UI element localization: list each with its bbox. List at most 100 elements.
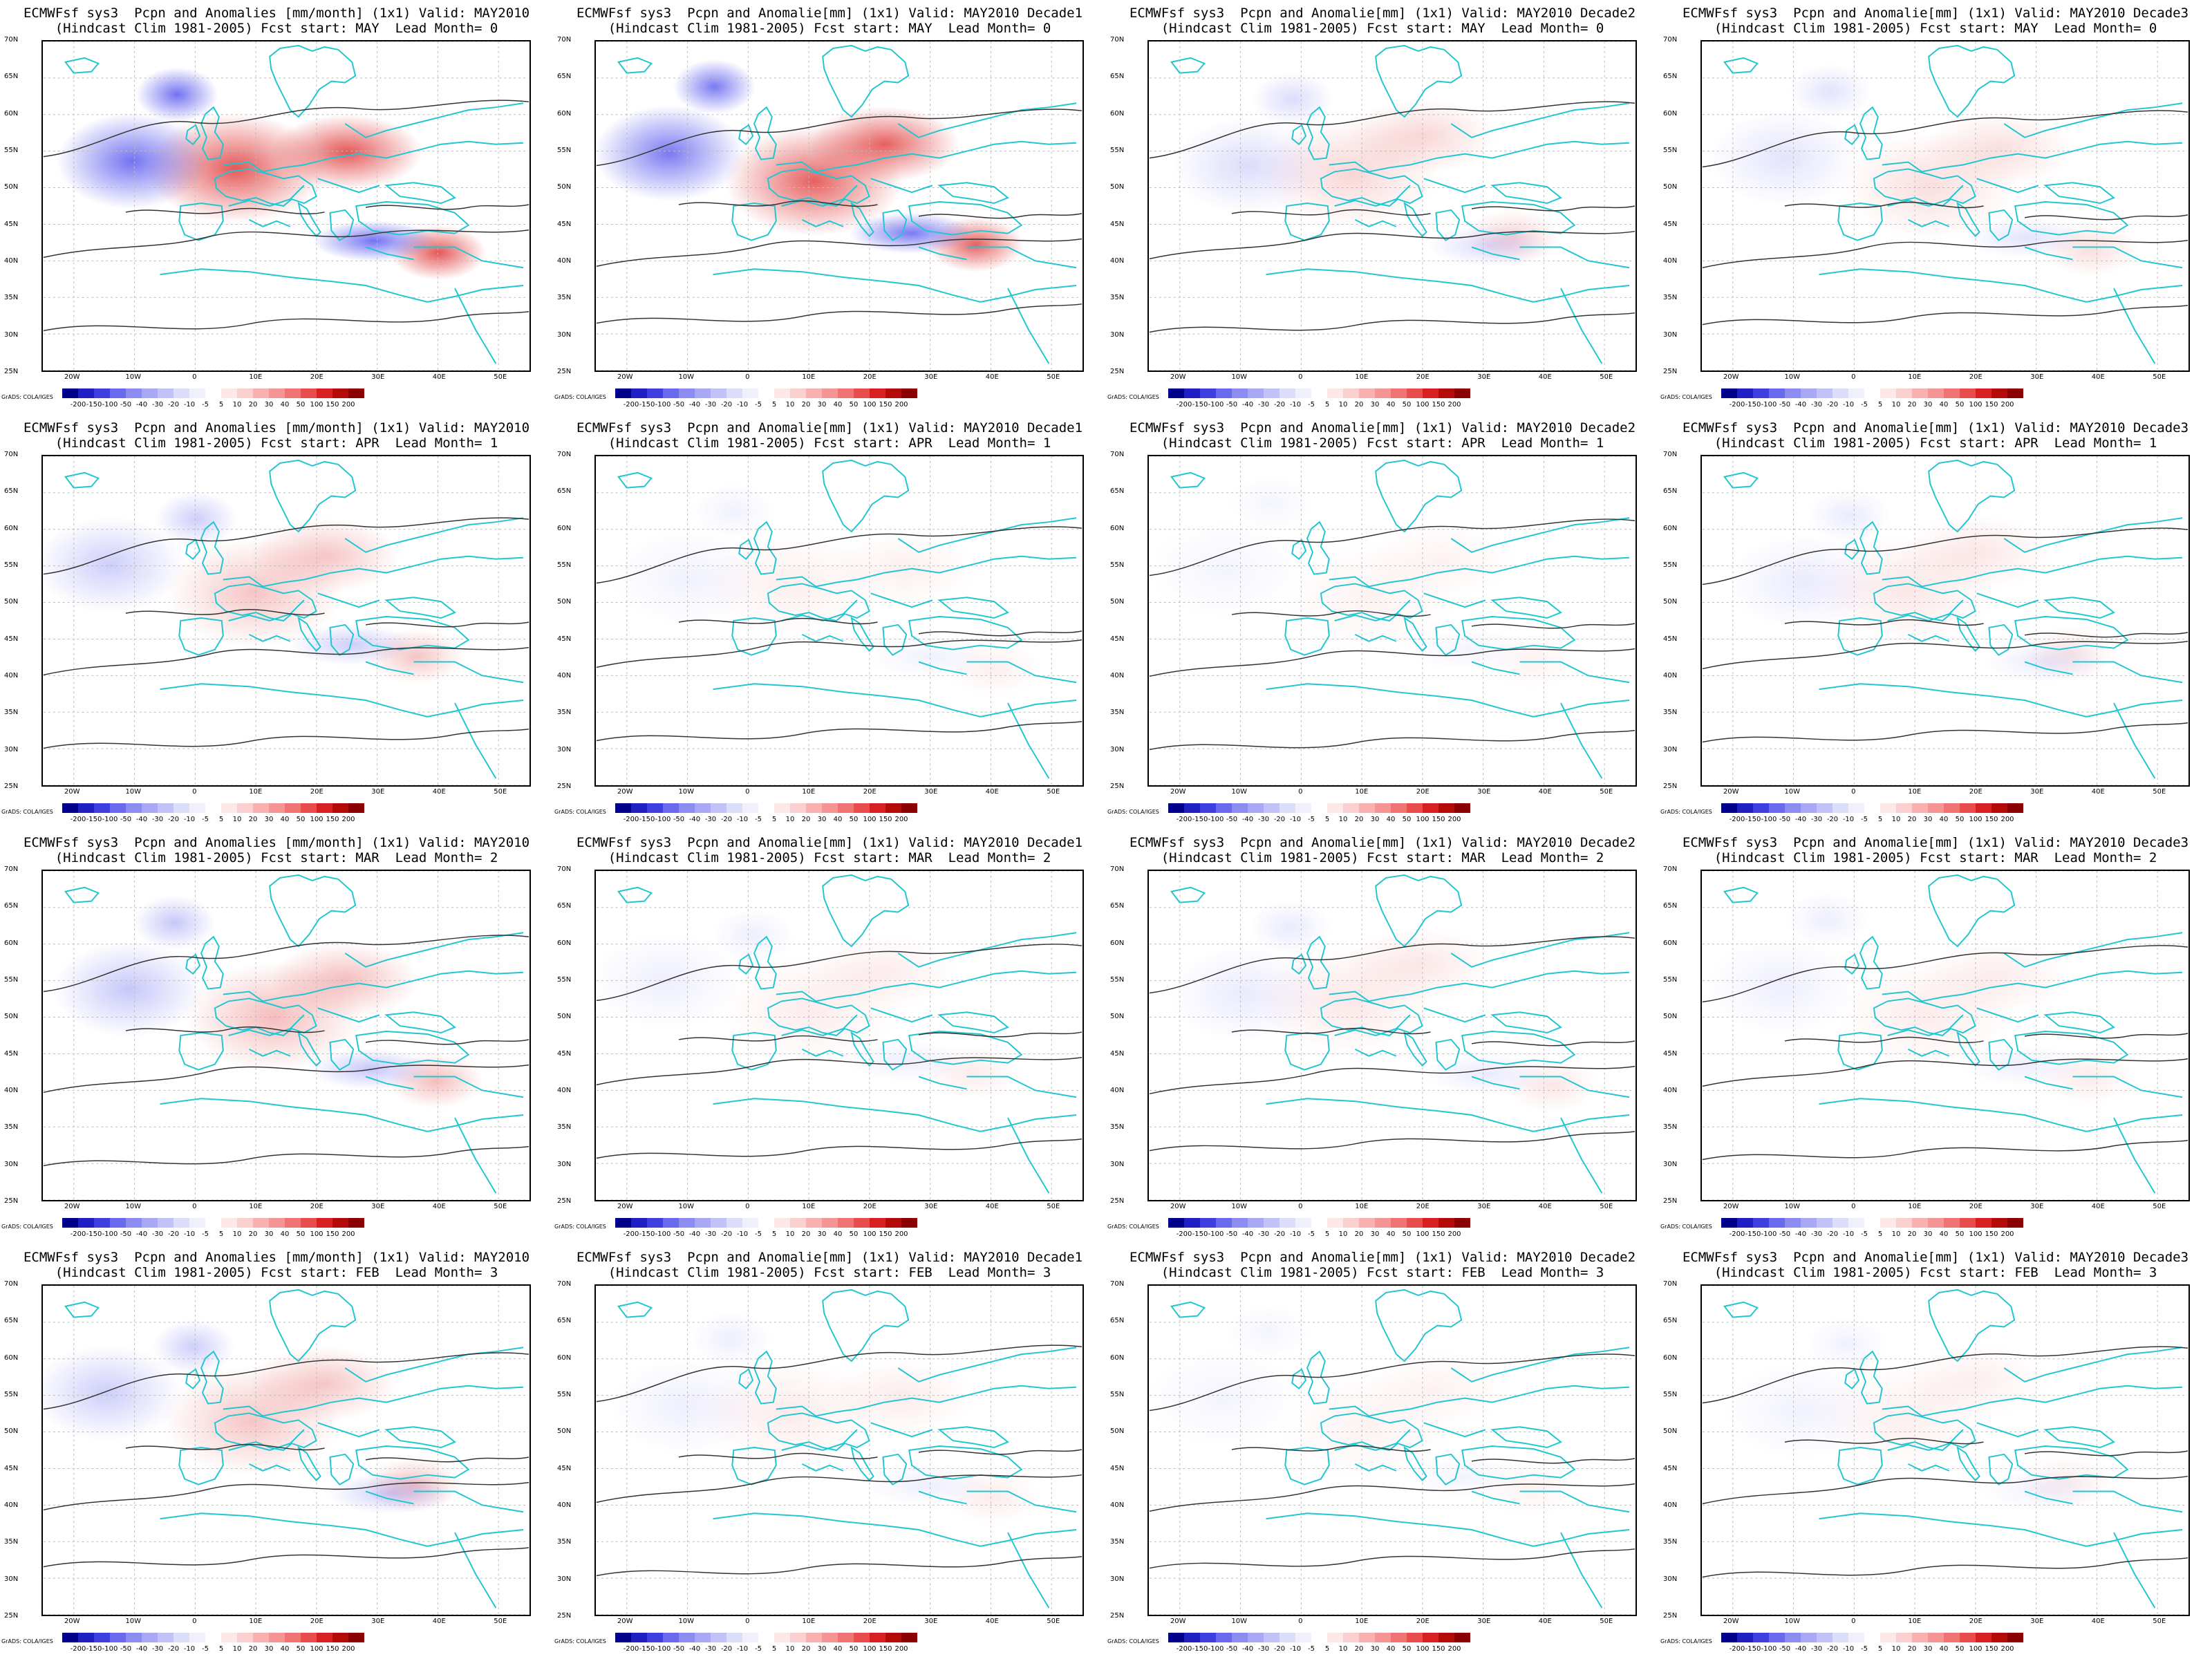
map-panel: ECMWFsf sys3 Pcpn and Anomalie[mm] (1x1)…	[553, 1244, 1106, 1659]
lat-label: 25N	[1110, 1197, 1125, 1205]
lat-label: 60N	[557, 939, 572, 947]
colorbar-label: 20	[801, 401, 811, 409]
coastline	[1490, 182, 1562, 205]
coastline	[1560, 1532, 1603, 1609]
coastline	[2003, 102, 2183, 138]
coastline	[908, 1445, 1023, 1480]
grads-credit: GrADS: COLA/IGES	[1660, 1224, 1712, 1230]
lat-label: 40N	[1663, 672, 1678, 679]
colorbar-label: 30	[1923, 1645, 1933, 1653]
colorbar-cell	[1264, 803, 1280, 813]
positive-anomaly-area	[828, 531, 980, 607]
coastline	[1471, 1490, 1520, 1505]
colorbar-cell	[1375, 388, 1391, 398]
colorbar-label: -10	[1289, 1645, 1302, 1653]
colorbar-cell	[854, 803, 870, 813]
colorbar-cell	[1264, 1633, 1280, 1642]
coastline	[413, 1490, 524, 1513]
negative-anomaly-area	[1227, 1304, 1310, 1359]
coastline	[802, 1048, 844, 1057]
lat-label: 50N	[4, 598, 19, 606]
colorbar-label: 200	[341, 816, 355, 823]
colorbar-cell	[822, 803, 838, 813]
coastline	[185, 953, 201, 975]
colorbar-cell	[1359, 1218, 1375, 1228]
lat-label: 30N	[1110, 745, 1125, 753]
colorbar-cell	[126, 1218, 142, 1228]
lat-label: 55N	[4, 561, 19, 569]
precip-contour	[1149, 518, 1635, 577]
coastline	[1423, 1007, 1486, 1023]
colorbar-cell	[94, 803, 110, 813]
precip-contour	[1702, 641, 2188, 670]
colorbar-cell	[806, 1218, 822, 1228]
negative-anomaly-area	[133, 895, 216, 950]
lon-label: 20E	[1969, 788, 1983, 796]
lon-label: 50E	[494, 1618, 507, 1625]
colorbar-cell	[854, 1633, 870, 1642]
colorbar-label: -10	[183, 816, 196, 823]
colorbar-cell	[62, 1633, 78, 1642]
coastline	[1355, 218, 1397, 227]
colorbar	[62, 1218, 364, 1228]
lon-label: 50E	[494, 788, 507, 796]
colorbar-label: -10	[736, 401, 749, 409]
colorbar-label: -50	[673, 1230, 685, 1238]
lon-label: 40E	[1538, 1618, 1552, 1625]
map-panel: ECMWFsf sys3 Pcpn and Anomalies [mm/mont…	[0, 830, 553, 1244]
lat-label: 30N	[4, 1575, 19, 1583]
colorbar-label: -50	[673, 1645, 685, 1653]
colorbar-cell	[253, 1218, 269, 1228]
map-panel: ECMWFsf sys3 Pcpn and Anomalie[mm] (1x1)…	[553, 415, 1106, 830]
lat-label: 45N	[557, 1049, 572, 1058]
coastline	[1988, 209, 2014, 241]
coastline	[1450, 1347, 1630, 1382]
lon-label: 30E	[924, 1618, 938, 1625]
colorbar-label: 10	[1338, 816, 1348, 823]
coastline	[776, 970, 1077, 1002]
negative-anomaly-area	[1709, 110, 1861, 206]
lon-label: 0	[192, 1203, 197, 1210]
precip-contour	[1231, 610, 1431, 617]
grads-credit: GrADS: COLA/IGES	[1, 809, 53, 815]
colorbar-label: 5	[771, 816, 777, 823]
coastline	[1882, 1385, 2183, 1417]
coastline	[897, 102, 1077, 138]
colorbar-label: 50	[849, 1230, 859, 1238]
lon-label: 0	[745, 1203, 750, 1210]
precip-anomaly-map	[594, 40, 1084, 372]
colorbar-cell	[174, 388, 189, 398]
colorbar-label: 40	[280, 1645, 290, 1653]
coastline	[753, 106, 777, 160]
lat-label: 50N	[1110, 183, 1125, 191]
colorbar-label: -30	[1257, 401, 1270, 409]
coastline	[1450, 102, 1630, 138]
grads-credit: GrADS: COLA/IGES	[554, 809, 606, 815]
coastline	[2072, 661, 2183, 684]
lat-label: 60N	[1110, 109, 1125, 118]
grads-credit: GrADS: COLA/IGES	[1107, 394, 1159, 400]
colorbar-label: 200	[341, 1230, 355, 1238]
coastline	[384, 182, 456, 205]
coastline	[297, 1445, 321, 1482]
colorbar-cell	[237, 388, 253, 398]
precip-contour	[1149, 101, 1635, 159]
coastline	[1291, 124, 1307, 146]
coastline	[882, 209, 908, 241]
coastline	[781, 1429, 858, 1452]
negative-anomaly-area	[711, 908, 794, 963]
colorbar-cell	[285, 1218, 301, 1228]
lat-label: 35N	[1110, 1538, 1125, 1546]
negative-anomaly-area	[43, 1344, 183, 1441]
coastline	[870, 592, 933, 608]
coastline	[937, 1011, 1009, 1034]
lon-label: 20E	[1416, 1618, 1430, 1625]
lat-label: 50N	[1110, 1013, 1125, 1021]
coastline	[2072, 1490, 2183, 1513]
grads-credit: GrADS: COLA/IGES	[1660, 394, 1712, 400]
colorbar-cell	[774, 388, 790, 398]
coastline	[1873, 997, 1976, 1037]
colorbar-cell	[1960, 1218, 1976, 1228]
panel-subtitle: (Hindcast Clim 1981-2005) Fcst start: AP…	[608, 435, 1051, 451]
